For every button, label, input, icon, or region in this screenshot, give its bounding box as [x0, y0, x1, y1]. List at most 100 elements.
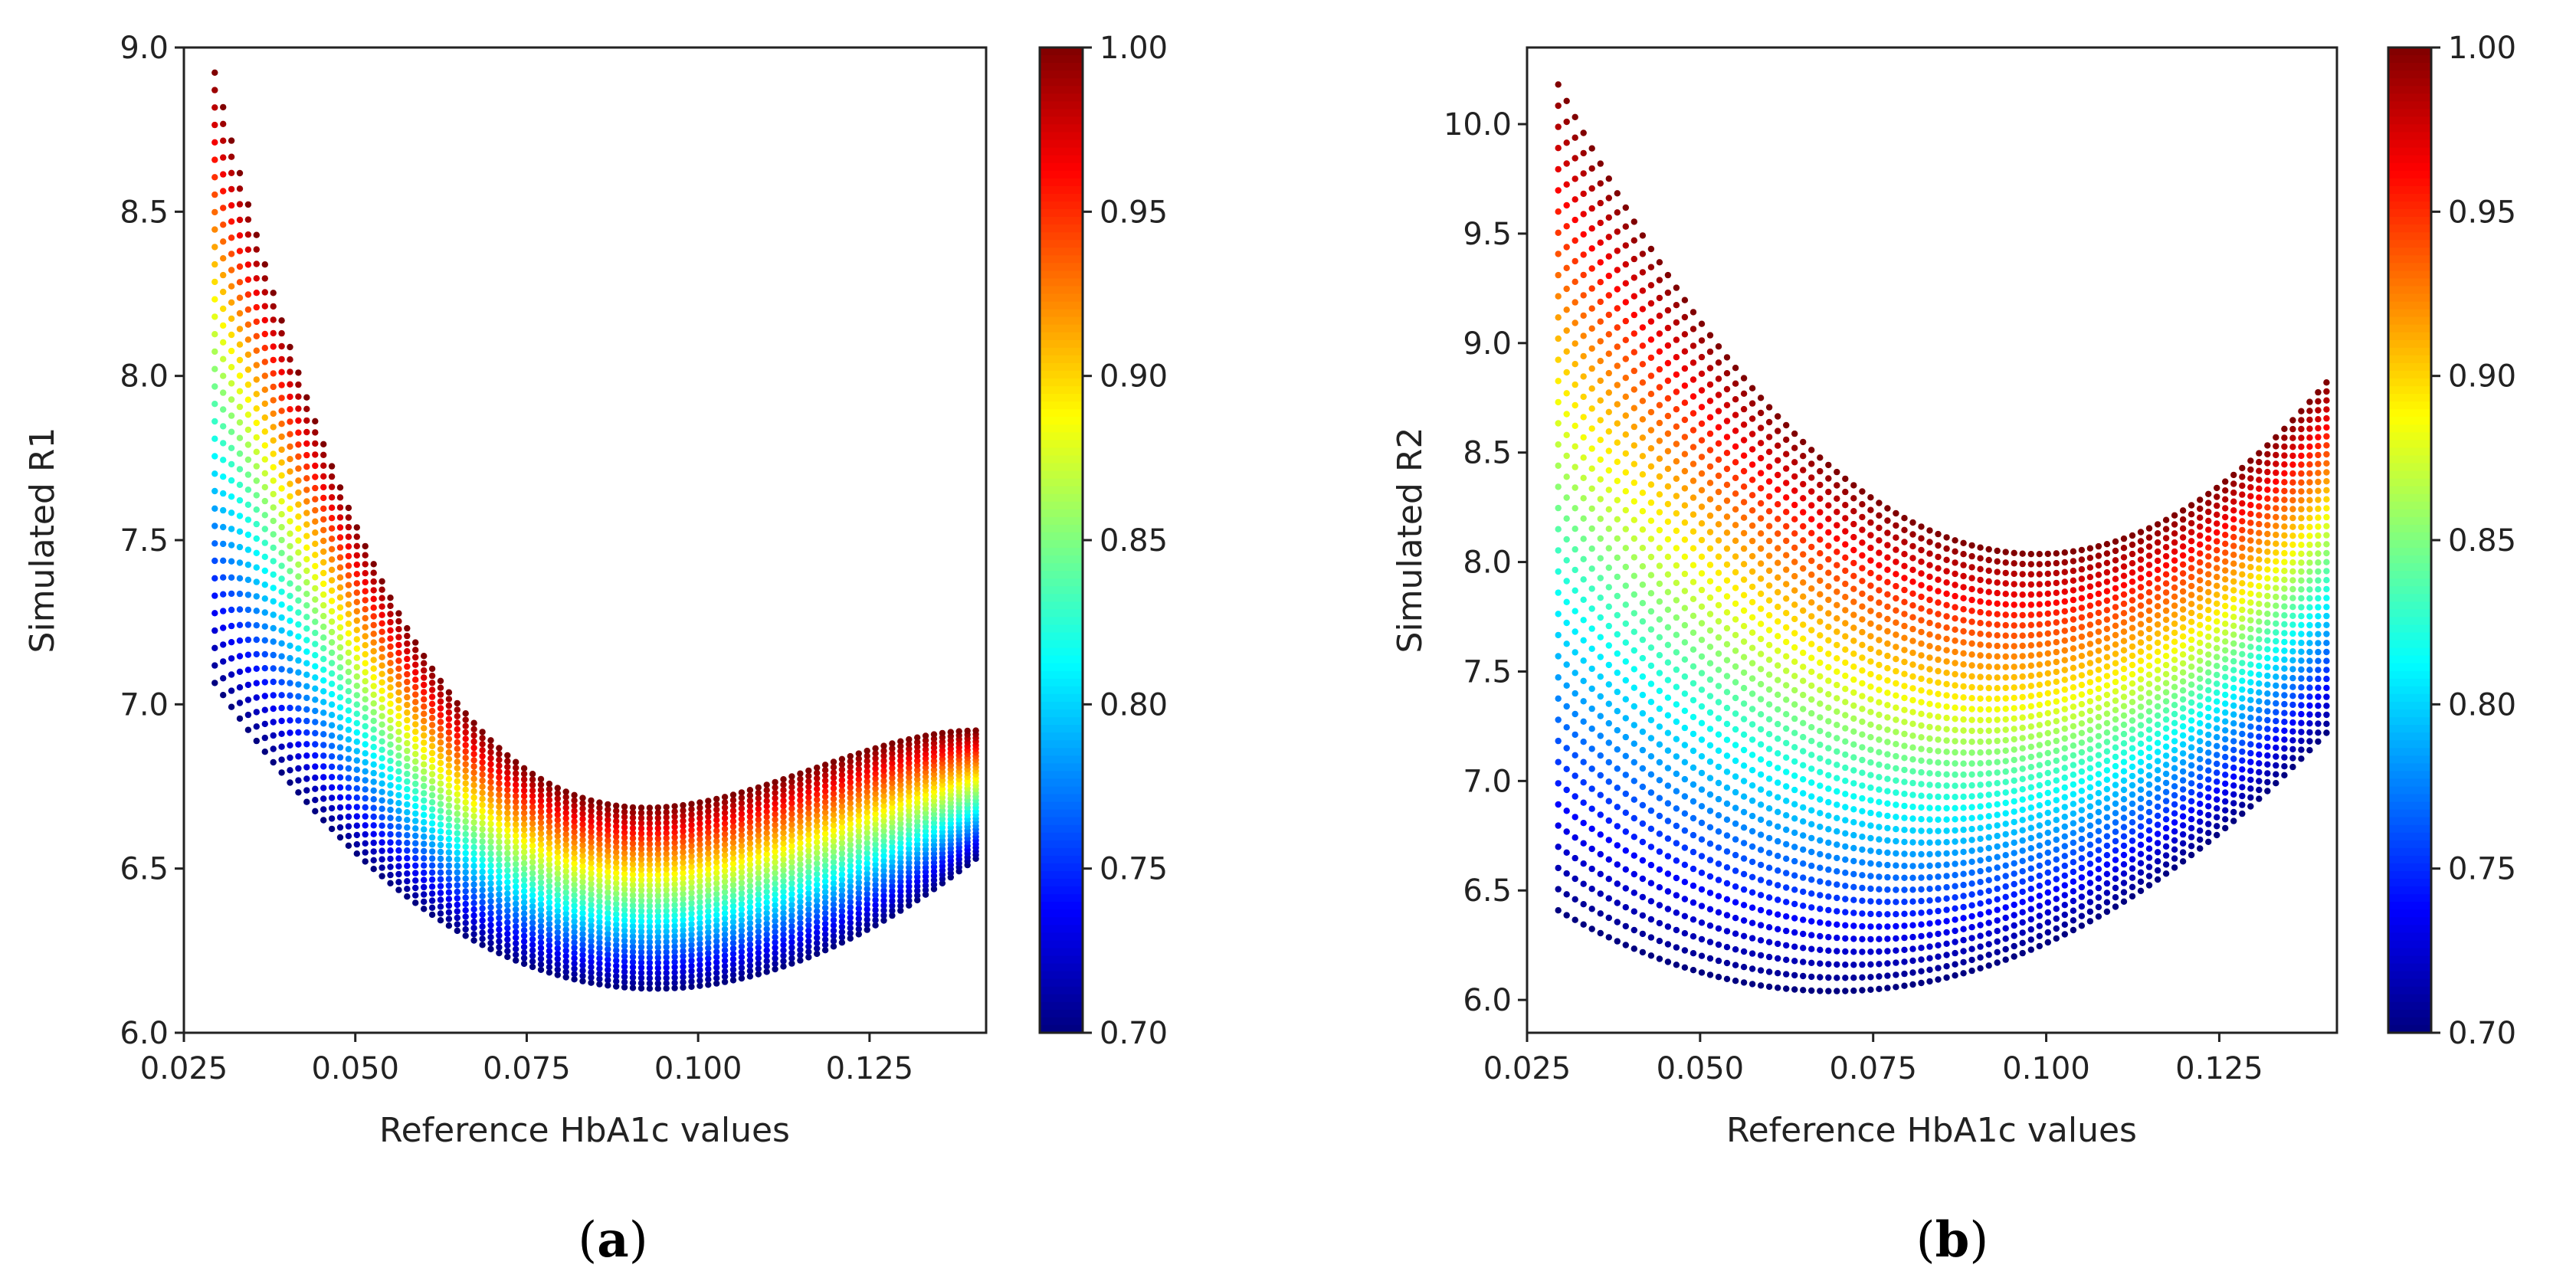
data-point	[654, 835, 661, 842]
data-point	[613, 911, 620, 918]
data-point	[387, 831, 394, 838]
data-point	[2129, 810, 2136, 817]
data-point	[2129, 772, 2136, 780]
data-point	[370, 848, 377, 855]
data-point	[864, 809, 870, 816]
data-point	[797, 845, 804, 852]
data-point	[805, 831, 812, 838]
colorbar-segment	[1040, 286, 1083, 295]
data-point	[353, 533, 360, 540]
data-point	[1605, 934, 1612, 941]
data-point	[336, 614, 344, 621]
data-point	[2103, 852, 2111, 859]
data-point	[780, 813, 787, 821]
data-point	[1614, 823, 1621, 830]
data-point	[2306, 648, 2313, 656]
data-point	[838, 860, 846, 867]
data-point	[537, 857, 545, 864]
data-point	[2053, 836, 2060, 844]
data-point	[529, 880, 536, 888]
data-point	[780, 942, 787, 948]
data-point	[2078, 893, 2086, 900]
data-point	[336, 784, 344, 791]
data-point	[1952, 883, 1958, 889]
data-point	[412, 877, 419, 884]
data-point	[312, 674, 319, 681]
data-point	[562, 814, 569, 822]
data-point	[496, 914, 503, 922]
data-point	[755, 827, 762, 834]
data-point	[1723, 944, 1731, 951]
data-point	[746, 935, 754, 942]
data-point	[2306, 657, 2313, 664]
data-point	[663, 964, 670, 971]
data-point	[1850, 883, 1857, 891]
data-point	[2239, 775, 2246, 781]
data-point	[1614, 669, 1621, 677]
data-point	[671, 902, 678, 909]
data-point	[1748, 873, 1756, 881]
data-point	[880, 747, 887, 755]
data-point	[2036, 922, 2043, 929]
data-point	[2078, 883, 2086, 891]
data-point	[278, 575, 285, 582]
data-point	[253, 520, 260, 528]
data-point	[2188, 843, 2195, 850]
data-point	[1817, 810, 1824, 817]
data-point	[588, 927, 595, 935]
data-point	[646, 804, 654, 811]
data-point	[379, 831, 385, 837]
data-point	[504, 792, 511, 799]
data-point	[889, 907, 896, 914]
data-point	[454, 817, 460, 824]
data-point	[1850, 896, 1857, 903]
data-point	[746, 909, 754, 916]
data-point	[454, 752, 460, 758]
data-point	[479, 814, 486, 821]
data-point	[379, 628, 385, 635]
data-point	[729, 966, 737, 973]
data-point	[336, 694, 344, 701]
data-point	[2112, 894, 2119, 901]
data-point	[228, 201, 235, 209]
data-point	[1563, 598, 1570, 605]
data-point	[295, 573, 302, 580]
data-point	[805, 932, 812, 939]
data-point	[454, 823, 460, 831]
data-point	[1791, 929, 1798, 936]
data-point	[513, 792, 519, 800]
data-point	[713, 874, 720, 882]
data-point	[864, 773, 870, 780]
data-point	[713, 880, 720, 887]
data-point	[454, 856, 460, 863]
data-point	[729, 812, 737, 820]
data-point	[537, 814, 545, 821]
data-point	[772, 965, 778, 973]
data-point	[671, 844, 678, 851]
data-point	[287, 568, 293, 575]
data-point	[2273, 762, 2279, 769]
data-point	[830, 758, 837, 765]
data-point	[596, 814, 603, 822]
data-point	[437, 759, 444, 767]
data-point	[395, 879, 402, 886]
data-point	[312, 629, 319, 637]
data-point	[696, 810, 703, 817]
data-point	[637, 856, 645, 863]
data-point	[629, 974, 637, 981]
data-point	[236, 528, 244, 535]
data-point	[1783, 942, 1790, 949]
data-point	[2247, 803, 2254, 810]
data-point	[2061, 853, 2068, 860]
data-point	[303, 741, 310, 748]
data-point	[211, 208, 218, 216]
data-point	[370, 761, 377, 768]
data-point	[579, 972, 586, 980]
data-point	[554, 838, 561, 845]
data-point	[629, 948, 637, 955]
data-point	[428, 834, 436, 841]
data-point	[2315, 667, 2322, 673]
data-point	[437, 814, 444, 821]
data-point	[579, 873, 586, 880]
panel-a-letter: a	[597, 1211, 628, 1269]
